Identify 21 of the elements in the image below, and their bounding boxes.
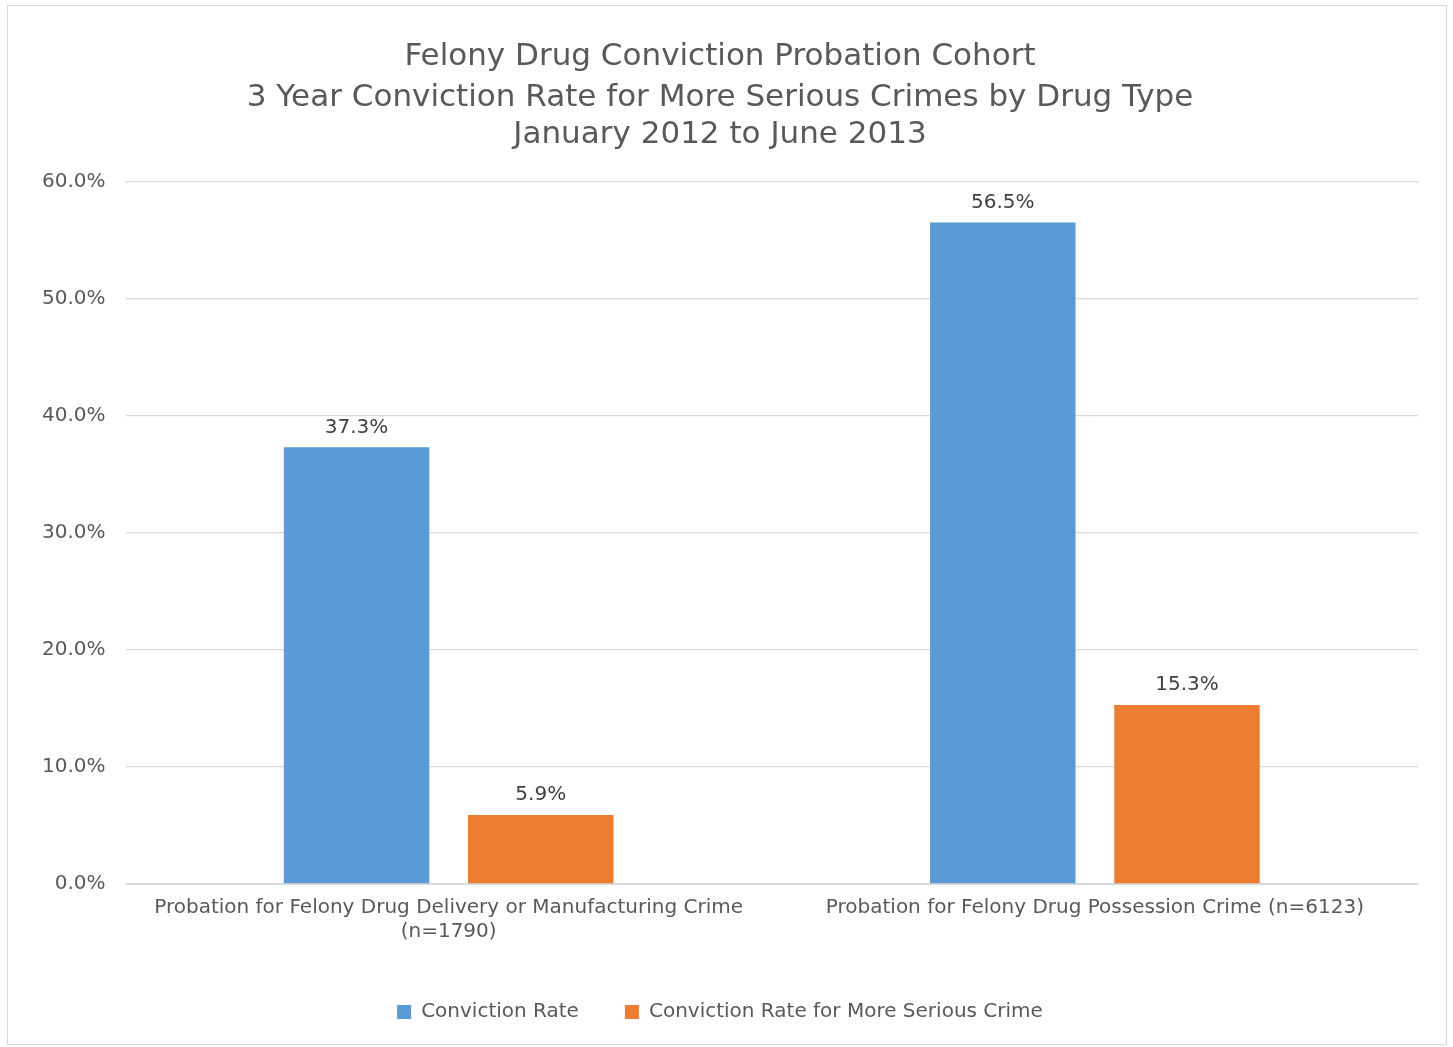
y-tick-label: 40.0% <box>41 401 106 426</box>
y-tick-label: 20.0% <box>41 636 106 661</box>
y-tick-label: 30.0% <box>41 519 106 543</box>
x-tick-label: Probation for Felony Drug Delivery or Manufacturing Crime (n=1790) <box>154 894 744 943</box>
y-tick-label: 60.0% <box>41 167 106 192</box>
bar <box>467 814 614 884</box>
data-label: 37.3% <box>324 413 389 438</box>
data-label: 15.3% <box>1155 671 1219 696</box>
data-label: 56.5% <box>971 188 1035 213</box>
y-tick-label: 50.0% <box>41 284 106 309</box>
legend-label: Conviction Rate <box>421 998 579 1023</box>
y-tick-label: 0.0% <box>54 870 106 895</box>
bar <box>1114 704 1260 884</box>
bar <box>930 222 1076 884</box>
chart-title: Felony Drug Conviction Probation Cohort <box>404 35 1036 72</box>
legend-label: Conviction Rate for More Serious Crime <box>648 998 1043 1023</box>
y-tick-label: 10.0% <box>41 753 106 778</box>
chart-subtitle: 3 Year Conviction Rate for More Serious Crimes by Drug Type January 2012 to June 2013 <box>246 76 1194 151</box>
x-tick-label: Probation for Felony Drug Possession Crime (n=6123) <box>825 894 1364 919</box>
data-label: 5.9% <box>515 781 567 806</box>
bar <box>283 447 430 884</box>
